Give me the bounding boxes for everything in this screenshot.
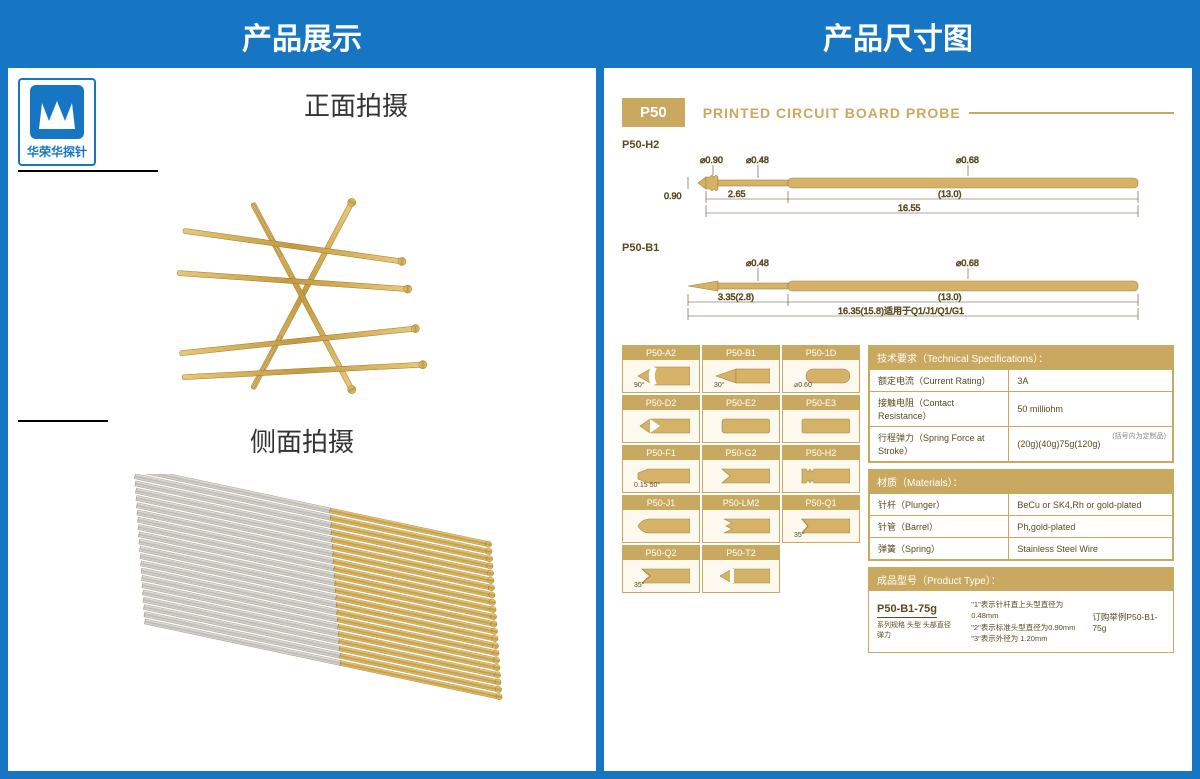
tip-cell: P50-LM2	[702, 495, 780, 543]
svg-text:⌀0.60: ⌀0.60	[794, 382, 812, 389]
order-example: 订购举例P50-B1-75g	[1092, 611, 1165, 633]
front-photo	[18, 176, 586, 416]
tip-cell: P50-G2	[702, 445, 780, 493]
spec-title-row: P50 PRINTED CIRCUIT BOARD PROBE	[622, 98, 1174, 127]
drawing-label: P50-B1	[622, 242, 1174, 254]
tip-code: P50-H2	[783, 446, 859, 460]
tip-cell: P50-B1 30°	[702, 345, 780, 393]
svg-text:2.65: 2.65	[728, 189, 746, 199]
product-type-box: 成品型号（Product Type）： P50-B1-75g 系列规格 头型 头…	[868, 567, 1174, 653]
svg-text:⌀0.68: ⌀0.68	[956, 155, 979, 165]
svg-text:⌀0.90: ⌀0.90	[700, 155, 723, 165]
left-header: 产品展示	[8, 8, 596, 68]
tip-code: P50-1D	[783, 346, 859, 360]
left-body: 华荣华探针 正面拍摄	[8, 68, 596, 771]
svg-text:16.35(15.8)适用于Q1/J1/Q1/G1: 16.35(15.8)适用于Q1/J1/Q1/G1	[838, 306, 964, 316]
tip-code: P50-T2	[703, 546, 779, 560]
page: 产品展示 华荣华探针 正面拍摄	[0, 0, 1200, 779]
tip-cell: P50-D2	[622, 395, 700, 443]
mid-section: P50-A2 90° P50-B1 30° P50-1D ⌀0.60 P50-D2 P50-E…	[622, 345, 1174, 653]
svg-text:(13.0): (13.0)	[938, 189, 962, 199]
tech-spec-box: 技术要求（Technical Specifications）： 额定电流（Cur…	[868, 345, 1174, 463]
mat-head: 材质（Materials）：	[869, 470, 1173, 493]
front-photo-title: 正面拍摄	[126, 86, 586, 123]
right-header: 产品尺寸图	[604, 8, 1192, 68]
product-type-content: P50-B1-75g 系列规格 头型 头部直径 弹力 "1"表示针杆直上头型直径…	[869, 591, 1173, 652]
product-notes: "1"表示针杆直上头型直径为0.48mm"2"表示标准头型直径为0.90mm"3…	[971, 599, 1080, 644]
svg-text:0.15 50°: 0.15 50°	[634, 481, 660, 489]
model-badge: P50	[622, 98, 685, 127]
tip-code: P50-D2	[623, 396, 699, 410]
tech-head: 技术要求（Technical Specifications）：	[869, 346, 1173, 369]
tech-footnote: (括号内为定制品)	[1112, 431, 1166, 441]
svg-text:30°: 30°	[714, 381, 725, 389]
tip-cell: P50-Q2 35°	[622, 545, 700, 593]
tip-code: P50-F1	[623, 446, 699, 460]
tip-grid: P50-A2 90° P50-B1 30° P50-1D ⌀0.60 P50-D2 P50-E…	[622, 345, 860, 653]
tip-cell: P50-1D ⌀0.60	[782, 345, 860, 393]
brand-logo: 华荣华探针	[18, 78, 96, 166]
tip-cell: P50-H2	[782, 445, 860, 493]
tip-cell: P50-T2	[702, 545, 780, 593]
divider-line	[18, 170, 158, 172]
side-photo	[18, 469, 586, 719]
tip-cell: P50-F1 0.15 50°	[622, 445, 700, 493]
svg-text:35°: 35°	[634, 581, 645, 589]
spec-sheet: P50 PRINTED CIRCUIT BOARD PROBE P50-H2 ⌀…	[604, 68, 1192, 771]
tip-code: P50-E3	[783, 396, 859, 410]
tip-code: P50-Q1	[783, 496, 859, 510]
tip-code: P50-Q2	[623, 546, 699, 560]
svg-text:⌀0.48: ⌀0.48	[746, 155, 769, 165]
tech-table: 额定电流（Current Rating）3A接触电阻（Contact Resis…	[869, 369, 1173, 462]
tip-code: P50-E2	[703, 396, 779, 410]
tip-cell: P50-J1	[622, 495, 700, 543]
product-code-sub: 系列规格 头型 头部直径 弹力	[877, 622, 951, 639]
drawing-p50-h2: P50-H2 ⌀0.90 ⌀0.48 ⌀0.68 0.90 2.65	[622, 139, 1174, 230]
tip-code: P50-A2	[623, 346, 699, 360]
svg-text:3.35(2.8): 3.35(2.8)	[718, 292, 754, 302]
logo-text: 华荣华探针	[27, 143, 87, 160]
side-photo-title: 侧面拍摄	[18, 422, 586, 459]
drawing-p50-b1: P50-B1 ⌀0.48 ⌀0.68 3.35(2.8) (13.0) 16.3…	[622, 242, 1174, 333]
info-column: 技术要求（Technical Specifications）： 额定电流（Cur…	[868, 345, 1174, 653]
svg-text:16.55: 16.55	[898, 203, 921, 213]
materials-box: 材质（Materials）： 针杆（Plunger）BeCu or SK4,Rh…	[868, 469, 1174, 561]
svg-text:0.90: 0.90	[664, 191, 682, 201]
svg-text:⌀0.68: ⌀0.68	[956, 258, 979, 268]
tip-cell: P50-A2 90°	[622, 345, 700, 393]
tip-code: P50-B1	[703, 346, 779, 360]
svg-text:(13.0): (13.0)	[938, 292, 962, 302]
left-panel: 产品展示 华荣华探针 正面拍摄	[8, 8, 604, 771]
spec-title: PRINTED CIRCUIT BOARD PROBE	[703, 105, 961, 121]
crown-icon	[30, 85, 84, 139]
tip-cell: P50-E2	[702, 395, 780, 443]
svg-text:90°: 90°	[634, 381, 645, 389]
svg-text:⌀0.48: ⌀0.48	[746, 258, 769, 268]
tip-cell: P50-Q1 35°	[782, 495, 860, 543]
prod-head: 成品型号（Product Type）：	[869, 568, 1173, 591]
drawing-label: P50-H2	[622, 139, 1174, 151]
product-code: P50-B1-75g	[877, 603, 937, 618]
mat-table: 针杆（Plunger）BeCu or SK4,Rh or gold-plated…	[869, 493, 1173, 560]
tip-code: P50-J1	[623, 496, 699, 510]
tip-cell: P50-E3	[782, 395, 860, 443]
title-line	[969, 112, 1174, 114]
right-panel: 产品尺寸图 P50 PRINTED CIRCUIT BOARD PROBE P5…	[604, 8, 1192, 771]
tip-code: P50-G2	[703, 446, 779, 460]
svg-text:35°: 35°	[794, 531, 805, 539]
tip-code: P50-LM2	[703, 496, 779, 510]
